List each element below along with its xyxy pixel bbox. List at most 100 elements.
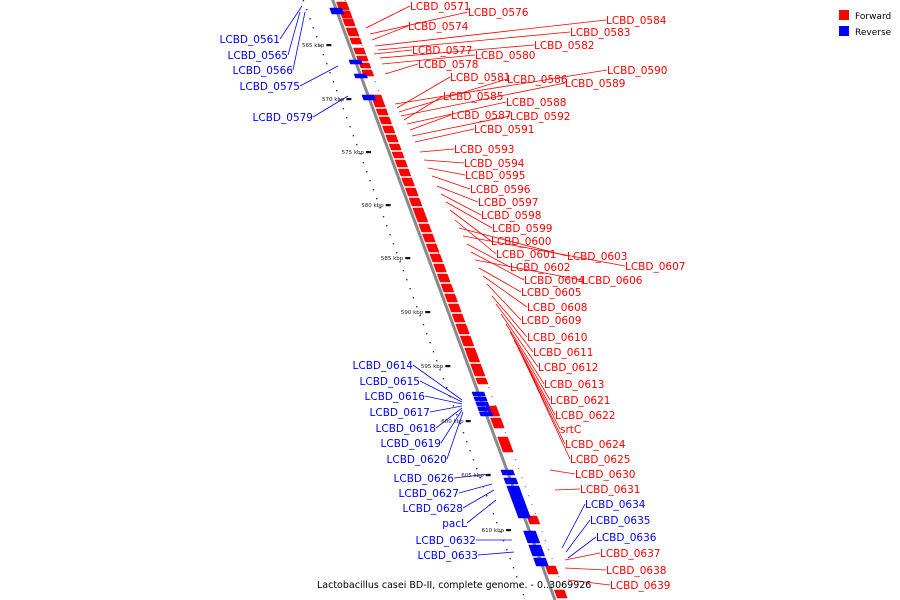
reverse-gene-label: LCBD_0561 [220,34,280,46]
guide-dot [409,288,411,290]
guide-dot [422,324,425,326]
guide-dot [531,504,533,506]
forward-gene-label: LCBD_0583 [570,27,630,39]
forward-gene [412,207,429,223]
guide-dot [419,315,421,317]
gene-features [329,1,568,599]
forward-gene [375,108,389,116]
forward-gene-label: LCBD_0595 [465,170,525,182]
forward-gene-label: LCBD_0588 [506,97,566,109]
forward-gene-label: LCBD_0586 [507,74,568,86]
reverse-gene-label: LCBD_0627 [399,488,459,500]
guide-dot [528,495,530,497]
guide-dot [446,387,448,389]
guide-dot [302,0,305,2]
forward-label-connector [400,82,566,117]
forward-gene [425,243,440,253]
guide-dot [506,549,508,551]
guide-dot [359,153,361,155]
reverse-gene-label: LCBD_0636 [596,532,657,544]
guide-dot [354,27,356,29]
forward-gene [553,589,568,599]
forward-label-connector [495,303,534,353]
forward-label-connector [554,488,581,491]
reverse-gene [361,94,377,101]
reverse-gene-label: pacL [442,518,467,530]
forward-label-connector [419,148,455,153]
reverse-label-connector [287,11,301,56]
forward-gene-label: LCBD_0582 [534,40,594,52]
forward-label-connector [486,283,522,321]
reverse-label-connector [424,395,463,405]
forward-gene-label: LCBD_0609 [521,315,581,327]
forward-label-connector [505,323,545,385]
forward-label-connector [406,101,507,125]
forward-gene-label: LCBD_0590 [607,65,667,77]
guide-dot [351,18,353,20]
forward-gene [422,233,436,243]
guide-dot [491,396,493,398]
guide-dot [336,90,338,92]
reverse-label-connector [453,473,491,479]
guide-dot [309,18,311,20]
reverse-gene-label: LCBD_0579 [253,112,313,124]
forward-gene-label: LCBD_0581 [450,72,510,84]
forward-gene [475,377,489,385]
tick-label: 575 kbp [342,150,365,156]
guide-dot [524,486,526,488]
reverse-gene [353,73,368,79]
forward-gene-label: LCBD_0637 [600,548,660,560]
tick-mark [425,311,431,314]
reverse-label-connector [477,551,515,556]
guide-dot [558,576,560,578]
guide-dot [514,459,516,461]
guide-dot [332,81,335,83]
reverse-gene-label: LCBD_0566 [233,65,294,77]
guide-dot [504,432,506,434]
reverse-label-connector [435,407,463,429]
forward-label-connector [371,25,409,41]
reverse-gene-label: LCBD_0633 [418,550,478,562]
forward-gene-label: LCBD_0580 [475,50,535,62]
guide-dot [412,297,415,299]
guide-dot [512,567,515,569]
reverse-gene [528,544,546,557]
forward-gene-label: LCBD_0606 [582,275,643,287]
forward-gene [388,143,402,151]
forward-label-connector [369,11,469,35]
forward-gene [353,47,367,55]
guide-dot [488,387,490,389]
guide-dot [312,27,315,29]
forward-label-connector [482,275,528,308]
tick-label: 585 kbp [381,256,404,262]
guide-dot [434,243,436,245]
tick-mark [346,98,352,101]
guide-dot [362,162,365,164]
tick-label: 590 kbp [401,310,424,316]
forward-gene-label: LCBD_0592 [510,111,570,123]
forward-gene-label: LCBD_0612 [538,362,598,374]
forward-gene-label: LCBD_0585 [443,91,503,103]
forward-label-connector [567,579,611,586]
forward-gene-label: LCBD_0631 [580,484,640,496]
forward-gene [397,168,412,177]
forward-gene-label: LCBD_0622 [555,410,615,422]
guide-dot [406,279,408,281]
legend-reverse-swatch [839,26,849,36]
guide-dot [402,270,405,272]
reverse-gene-label: LCBD_0615 [360,376,420,388]
guide-dot [346,117,348,119]
tick-mark [405,257,411,260]
forward-gene [401,177,415,187]
reverse-gene-label: LCBD_0565 [228,50,288,62]
forward-gene [455,323,470,335]
forward-gene [418,223,433,233]
forward-label-connector [411,115,511,137]
guide-dot [326,63,328,65]
forward-label-connector [500,313,539,368]
reverse-gene-label: LCBD_0619 [381,438,441,450]
forward-label-connector [431,175,471,190]
guide-dot [364,54,366,56]
reverse-gene-label: LCBD_0632 [416,535,476,547]
guide-dot [469,450,471,452]
